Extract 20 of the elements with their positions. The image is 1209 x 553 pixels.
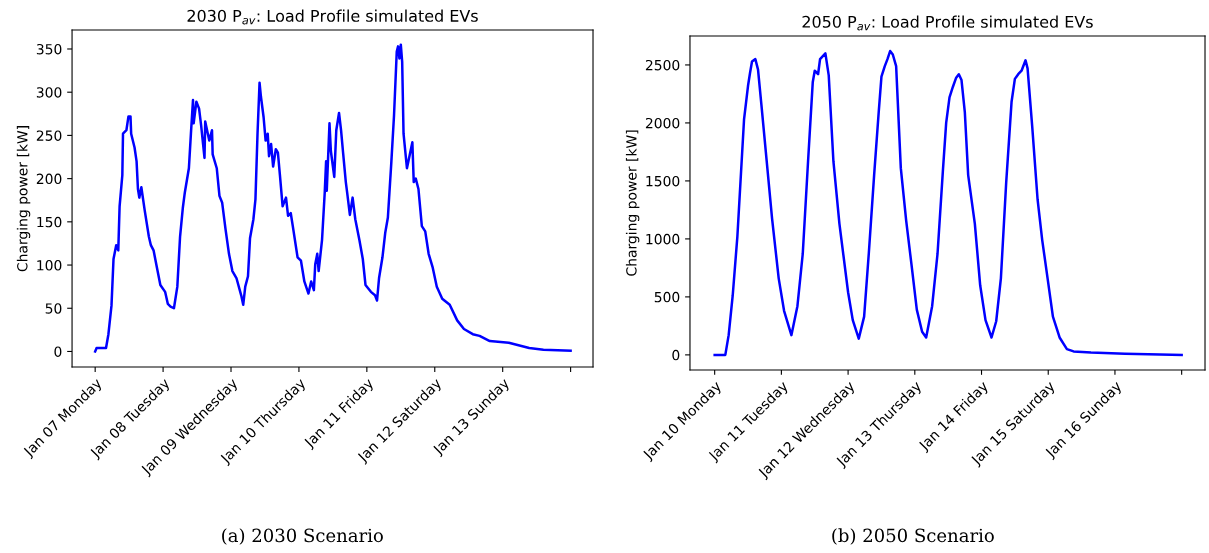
y-tick-label: 100 — [37, 260, 62, 271]
y-tick-label: 250 — [36, 130, 62, 141]
y-tick-label: 0 — [54, 346, 62, 357]
y-tick-label: 2500 — [645, 59, 680, 71]
chart-title: 2050 P$_{av}$: Load Profile simulated EVs — [802, 15, 1093, 31]
y-tick-label: 150 — [37, 216, 62, 228]
y-tick-label: 350 — [36, 43, 62, 55]
y-tick-label: 500 — [654, 291, 680, 303]
text: (b) 2050 Scenario — [832, 528, 994, 545]
text: (a) 2030 Scenario — [222, 528, 383, 545]
chart-title: 2030 P$_{av}$: Load Profile simulated EVs — [187, 9, 478, 25]
y-tick-label: 1000 — [646, 233, 680, 245]
y-tick-label: 50 — [45, 303, 62, 314]
y-axis-title: Charging power [kW] — [625, 130, 640, 276]
y-axis-title: Charging power [kW] — [16, 126, 31, 272]
y-tick-label: 1500 — [646, 175, 680, 187]
y-tick-label: 0 — [672, 349, 680, 361]
y-tick-label: 2000 — [645, 117, 680, 129]
y-tick-label: 200 — [36, 173, 62, 185]
y-tick-label: 300 — [36, 87, 62, 98]
